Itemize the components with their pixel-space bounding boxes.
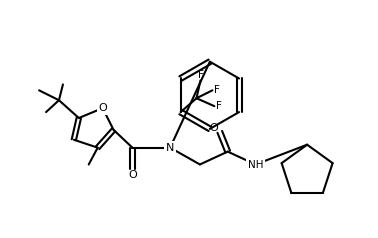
Text: O: O	[209, 123, 218, 133]
Text: F: F	[216, 101, 222, 111]
Text: F: F	[214, 85, 220, 95]
Text: O: O	[128, 170, 137, 180]
Text: NH: NH	[248, 160, 263, 170]
Text: O: O	[98, 103, 107, 113]
Text: F: F	[198, 69, 203, 79]
Text: N: N	[166, 143, 174, 153]
